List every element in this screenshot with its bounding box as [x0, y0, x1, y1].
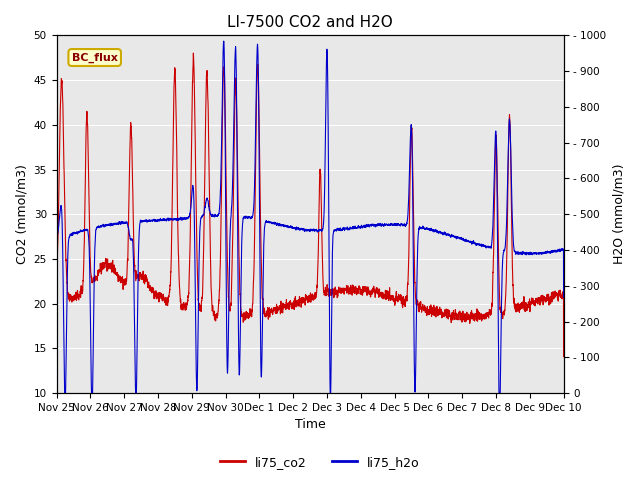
- li75_co2: [396, 295, 403, 300]
- li75_co2: [291, 301, 299, 307]
- li75_co2: [52, 344, 60, 350]
- li75_h2o: [424, 226, 431, 232]
- Y-axis label: H2O (mmol/m3): H2O (mmol/m3): [612, 164, 625, 264]
- li75_h2o: [559, 247, 567, 253]
- li75_co2: [559, 289, 567, 295]
- li75_co2: [452, 316, 460, 322]
- Line: li75_h2o: li75_h2o: [56, 41, 564, 393]
- li75_h2o: [560, 294, 568, 300]
- li75_co2: [189, 50, 197, 56]
- li75_co2: [560, 354, 568, 360]
- Legend: li75_co2, li75_h2o: li75_co2, li75_h2o: [215, 451, 425, 474]
- li75_h2o: [144, 218, 152, 224]
- li75_h2o: [452, 235, 460, 240]
- li75_h2o: [61, 390, 68, 396]
- Title: LI-7500 CO2 and H2O: LI-7500 CO2 and H2O: [227, 15, 393, 30]
- li75_h2o: [52, 287, 60, 292]
- X-axis label: Time: Time: [294, 419, 325, 432]
- Line: li75_co2: li75_co2: [56, 53, 564, 357]
- Text: BC_flux: BC_flux: [72, 52, 118, 63]
- Y-axis label: CO2 (mmol/m3): CO2 (mmol/m3): [15, 164, 28, 264]
- li75_co2: [144, 285, 152, 290]
- li75_h2o: [291, 225, 299, 231]
- li75_h2o: [396, 222, 403, 228]
- li75_co2: [424, 305, 431, 311]
- li75_h2o: [220, 38, 228, 44]
